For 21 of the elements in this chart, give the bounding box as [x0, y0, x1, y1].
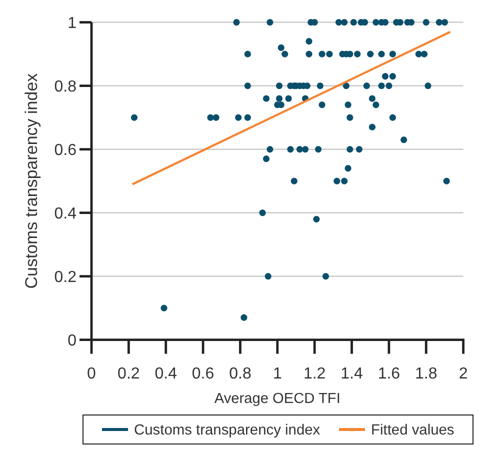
x-axis-title: Average OECD TFI [214, 391, 340, 408]
y-tick-label: 0.6 [54, 142, 77, 159]
y-tick-label: 0.2 [54, 268, 77, 286]
legend-label: Customs transparency index [134, 422, 321, 439]
x-tick-label: 0.4 [154, 365, 178, 382]
x-tick-label: 0.6 [192, 365, 214, 382]
x-tick-label: 1 [272, 365, 282, 382]
y-tick-label: 0.8 [54, 78, 77, 96]
x-tick-label: 0 [87, 365, 96, 382]
x-tick-label: 0.8 [229, 365, 252, 382]
x-tick-label: 2 [458, 365, 468, 382]
y-axis-title: Customs transparency index [22, 72, 41, 289]
y-tick-label: 1 [68, 14, 77, 32]
x-tick-label: 1.6 [378, 365, 400, 382]
legend-label: Fitted values [371, 422, 454, 439]
y-tick-label: 0 [68, 332, 77, 350]
x-tick-label: 1.8 [414, 365, 438, 382]
x-tick-label: 1.2 [303, 365, 326, 382]
x-tick-label: 1.4 [340, 365, 363, 382]
x-tick-label: 0.2 [118, 365, 140, 382]
y-tick-label: 0.4 [54, 205, 77, 222]
